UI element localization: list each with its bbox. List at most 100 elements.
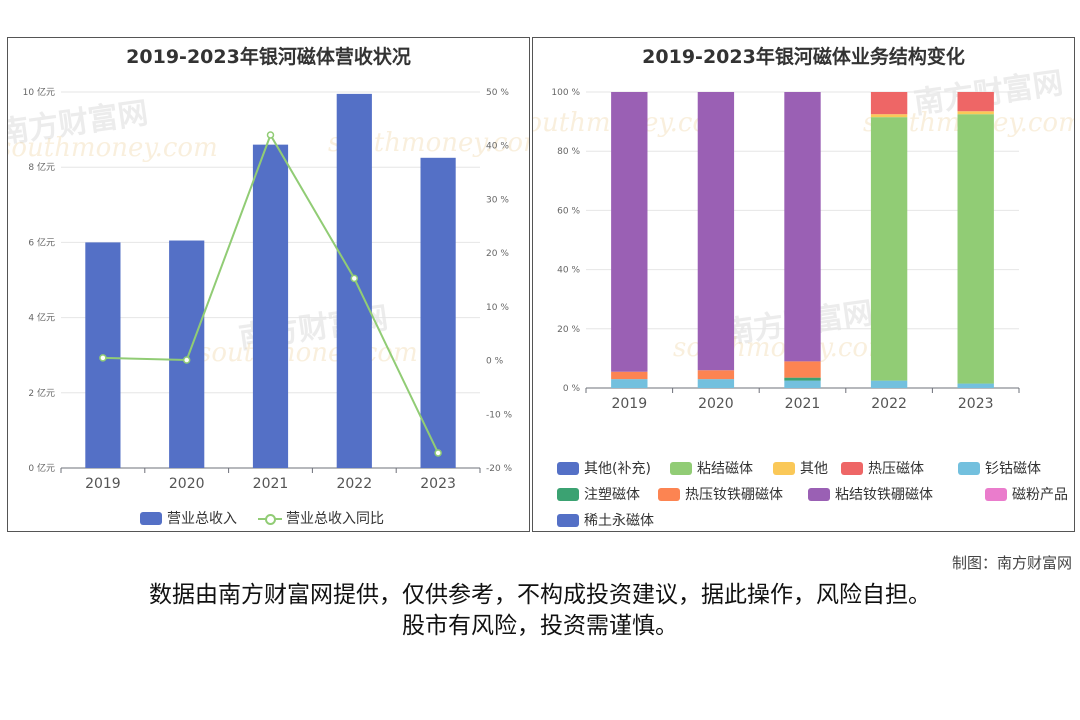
x-tick-label: 2022 xyxy=(336,476,372,492)
legend-swatch xyxy=(773,461,795,475)
stack-segment xyxy=(957,92,994,112)
disclaimer-line: 股市有风险，投资需谨慎。 xyxy=(402,613,678,639)
stack-segment xyxy=(784,361,821,378)
chart-credit: 制图：南方财富网 xyxy=(951,554,1072,572)
y2-tick-label: -20 % xyxy=(486,464,513,474)
business-structure-chart-panel: 南方财富网 southmoney.com 南方财富网 southmoney.co… xyxy=(532,37,1075,532)
x-tick-label: 2023 xyxy=(420,476,456,492)
line-point xyxy=(99,354,107,362)
legend-label: 稀土永磁体 xyxy=(584,513,654,529)
y-tick-label: 10 亿元 xyxy=(23,86,55,98)
y-tick-label: 80 % xyxy=(557,147,580,157)
y-tick-label: 0 % xyxy=(563,384,581,394)
legend-swatch xyxy=(670,461,692,475)
line-point xyxy=(266,131,275,139)
bar xyxy=(420,157,456,469)
stack-segment xyxy=(697,92,735,371)
legend-swatch xyxy=(140,511,162,525)
x-tick-label: 2022 xyxy=(871,396,907,412)
y-tick-label: 2 亿元 xyxy=(28,387,55,399)
stack-segment xyxy=(697,370,735,380)
stack-segment xyxy=(870,117,908,381)
legend-label: 热压钕铁硼磁体 xyxy=(685,487,783,503)
legend-swatch xyxy=(557,461,579,475)
revenue-chart-panel: 南方财富网 southmoney.com 南方财富网 southmoney.co… xyxy=(7,37,530,532)
legend-swatch xyxy=(958,461,980,475)
y-tick-label: 6 亿元 xyxy=(28,236,55,248)
line-point xyxy=(182,356,191,364)
legend-swatch xyxy=(808,487,830,501)
legend-label: 营业总收入 xyxy=(167,511,237,527)
bar xyxy=(169,240,205,468)
y2-tick-label: 10 % xyxy=(486,303,509,313)
stack-segment xyxy=(784,92,821,362)
legend-item[interactable]: 磁粉产品 xyxy=(985,484,1068,504)
legend-item[interactable]: 其他(补充) xyxy=(557,458,651,478)
x-tick-label: 2021 xyxy=(253,476,289,492)
legend-item[interactable]: 钐钴磁体 xyxy=(958,458,1041,478)
stack-segment xyxy=(611,92,648,372)
legend-swatch xyxy=(985,487,1007,501)
y2-tick-label: -10 % xyxy=(486,410,513,420)
legend-label: 粘结钕铁硼磁体 xyxy=(835,487,933,503)
disclaimer: 数据由南方财富网提供，仅供参考，不构成投资建议，据此操作，风险自担。 股市有风险… xyxy=(0,580,1080,642)
legend-label: 热压磁体 xyxy=(868,461,924,477)
legend-item[interactable]: 注塑磁体 xyxy=(557,484,640,504)
stack-segment xyxy=(784,380,821,388)
y2-tick-label: 50 % xyxy=(486,88,509,98)
stack-segment xyxy=(784,377,821,381)
x-tick-label: 2020 xyxy=(169,476,205,492)
revenue-chart-plot: 0 亿元 2 亿元 4 亿元 6 亿元 8 亿元 10 亿元 -20 % -10 % 0 % 10… xyxy=(23,86,513,492)
x-tick-label: 2019 xyxy=(85,476,121,492)
x-tick-label: 2021 xyxy=(785,396,821,412)
x-tick-label: 2023 xyxy=(958,396,994,412)
legend-swatch xyxy=(557,487,579,501)
legend-label: 其他 xyxy=(800,461,828,477)
legend-item[interactable]: 营业总收入同比 xyxy=(258,508,384,528)
legend-label: 粘结磁体 xyxy=(697,461,753,477)
bar xyxy=(252,144,289,468)
legend-label: 磁粉产品 xyxy=(1012,487,1068,503)
legend-item[interactable]: 热压磁体 xyxy=(841,458,924,478)
legend-label: 注塑磁体 xyxy=(584,487,640,503)
y-tick-label: 20 % xyxy=(557,325,580,335)
stack-segment xyxy=(870,92,908,115)
stack-segment xyxy=(957,383,994,388)
legend-item[interactable]: 粘结钕铁硼磁体 xyxy=(808,484,933,504)
legend-label: 钐钴磁体 xyxy=(985,461,1041,477)
legend-swatch xyxy=(841,461,863,475)
y-tick-label: 8 亿元 xyxy=(28,161,55,173)
line-point xyxy=(350,274,359,283)
legend-swatch xyxy=(258,512,282,525)
y-tick-label: 4 亿元 xyxy=(28,312,55,324)
legend-item[interactable]: 稀土永磁体 xyxy=(557,510,654,530)
chart-title: 2019-2023年银河磁体营收状况 xyxy=(126,46,411,68)
legend-item[interactable]: 热压钕铁硼磁体 xyxy=(658,484,783,504)
legend-swatch xyxy=(658,487,680,501)
stack-segment xyxy=(611,379,648,388)
y2-tick-label: 30 % xyxy=(486,195,509,205)
stack-segment xyxy=(611,371,648,380)
stack-segment xyxy=(697,379,735,388)
y2-tick-label: 20 % xyxy=(486,249,509,259)
y-tick-label: 100 % xyxy=(551,88,580,98)
stack-segment xyxy=(957,114,994,384)
y-tick-label: 60 % xyxy=(557,206,580,216)
legend-item[interactable]: 其他 xyxy=(773,458,828,478)
stack-segment xyxy=(870,380,908,388)
legend-label: 营业总收入同比 xyxy=(286,511,384,527)
legend-label: 其他(补充) xyxy=(584,461,651,477)
y2-tick-label: 0 % xyxy=(486,357,504,367)
y2-tick-label: 40 % xyxy=(486,142,509,152)
stack-segment xyxy=(957,111,994,115)
business-structure-plot: 0 % 20 % 40 % 60 % 80 % 100 % 2019 2020 2021 2022… xyxy=(551,88,1020,412)
stack-segment xyxy=(870,114,908,118)
disclaimer-line: 数据由南方财富网提供，仅供参考，不构成投资建议，据此操作，风险自担。 xyxy=(149,582,931,608)
legend-item[interactable]: 营业总收入 xyxy=(140,508,237,528)
x-tick-label: 2019 xyxy=(611,396,647,412)
y-tick-label: 0 亿元 xyxy=(28,462,55,474)
y-tick-label: 40 % xyxy=(557,266,580,276)
line-point xyxy=(434,449,442,457)
legend-swatch xyxy=(557,513,579,527)
legend-item[interactable]: 粘结磁体 xyxy=(670,458,753,478)
